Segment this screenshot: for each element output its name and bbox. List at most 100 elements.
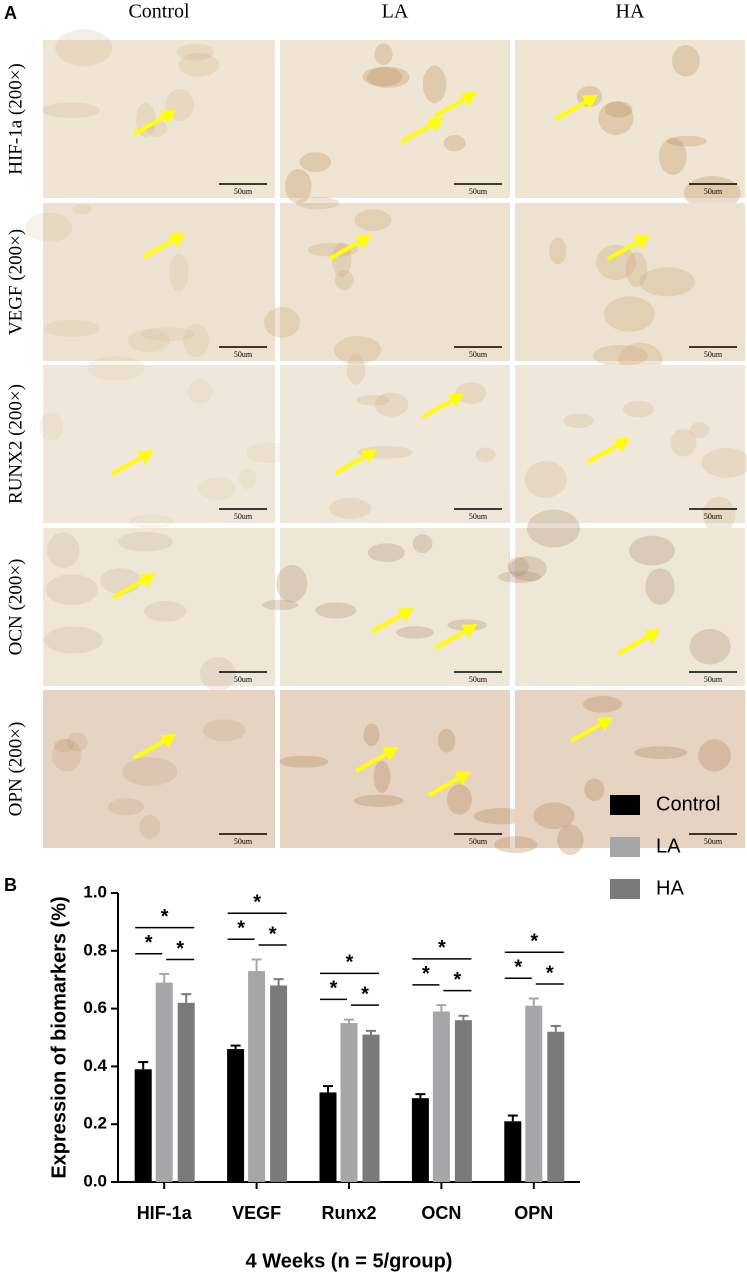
tissue-stain: [702, 496, 736, 534]
tissue-stain: [533, 802, 575, 830]
tissue-stain: [100, 568, 141, 594]
scale-bar-label: 50um: [704, 837, 723, 846]
tissue-stain: [238, 468, 257, 490]
tissue-stain: [178, 53, 220, 77]
tissue-stain: [199, 656, 236, 692]
bar: [248, 971, 266, 1182]
scale-bar-label: 50um: [704, 512, 723, 521]
tissue-stain: [44, 626, 103, 654]
tissue-stain: [46, 532, 80, 569]
bar: [340, 1023, 358, 1182]
micrograph: [280, 203, 510, 361]
arrow: [587, 442, 622, 464]
arrow-head: [597, 717, 614, 732]
tissue-stain: [25, 212, 73, 243]
y-tick-label: 0.6: [83, 998, 107, 1017]
scale-bar-label: 50um: [469, 350, 488, 359]
tissue-stain: [507, 557, 529, 577]
scale-bar-label: 50um: [469, 837, 488, 846]
arrow: [433, 96, 468, 118]
significance-label: *: [176, 938, 184, 960]
arrow-head: [633, 235, 650, 250]
bar: [319, 1092, 337, 1182]
tissue-stain: [373, 760, 391, 793]
significance-label: *: [361, 983, 369, 1005]
y-tick-label: 0.0: [83, 1171, 107, 1190]
legend-swatch: [610, 795, 640, 815]
tissue-stain: [285, 168, 312, 204]
tissue-stain: [625, 252, 648, 288]
bar: [525, 1005, 543, 1182]
tissue-stain: [497, 571, 541, 583]
x-axis-label: 4 Weeks (n = 5/group): [246, 1250, 453, 1272]
x-tick-label: VEGF: [232, 1203, 281, 1223]
tissue-stain: [346, 353, 366, 385]
micrograph: [280, 690, 510, 848]
scale-bar-label: 50um: [704, 675, 723, 684]
tissue-stain: [396, 626, 434, 639]
arrow: [570, 721, 605, 743]
micrograph: [280, 365, 510, 523]
scale-bar-label: 50um: [704, 350, 723, 359]
arrow-head: [355, 234, 372, 249]
significance-label: *: [269, 923, 277, 945]
significance-label: *: [546, 962, 554, 984]
tissue-stain: [183, 323, 210, 358]
tissue-stain: [604, 101, 633, 118]
tissue-stain: [334, 270, 354, 291]
tissue-stain: [353, 794, 404, 807]
tissue-stain: [39, 412, 64, 441]
tissue-stain: [51, 738, 82, 772]
tissue-stain: [438, 728, 456, 753]
scale-bar-label: 50um: [704, 187, 723, 196]
tissue-stain: [689, 628, 731, 665]
legend-label: LA: [656, 835, 681, 857]
tissue-stain: [557, 824, 584, 856]
bar: [411, 1098, 429, 1182]
tissue-stain: [422, 65, 447, 104]
scale-bar-label: 50um: [469, 187, 488, 196]
tissue-stain: [645, 568, 675, 605]
row-label: HIF-1a (200×): [5, 63, 26, 175]
y-tick-label: 0.4: [83, 1056, 107, 1075]
tissue-stain: [598, 101, 634, 136]
tissue-stain: [494, 836, 538, 854]
tissue-stain: [475, 447, 496, 463]
scale-bar-label: 50um: [234, 187, 253, 196]
arrow-head: [361, 449, 378, 464]
arrow-head: [581, 94, 598, 109]
arrow: [112, 577, 147, 600]
tissue-stain: [315, 602, 357, 619]
tissue-stain: [279, 755, 329, 768]
tissue-stain: [362, 67, 403, 87]
column-header: LA: [382, 1, 409, 23]
tissue-stain: [299, 152, 332, 173]
significance-label: *: [346, 952, 354, 974]
tissue-stain: [333, 336, 382, 364]
tissue-stain: [53, 738, 74, 753]
x-tick-label: OPN: [514, 1203, 553, 1223]
arrow: [421, 397, 456, 420]
tissue-stain: [666, 135, 708, 147]
significance-label: *: [454, 969, 462, 991]
arrow: [554, 99, 589, 121]
tissue-stain: [72, 203, 92, 215]
arrow-head: [454, 771, 471, 786]
tissue-stain: [549, 237, 567, 265]
tissue-stain: [246, 442, 292, 464]
tissue-stain: [634, 746, 688, 759]
tissue-stain: [261, 599, 299, 611]
significance-label: *: [145, 932, 153, 954]
tissue-stain: [356, 394, 390, 406]
column-header: Control: [128, 1, 190, 23]
tissue-stain: [455, 382, 487, 405]
scale-bar-label: 50um: [234, 350, 253, 359]
scale-bar-label: 50um: [469, 675, 488, 684]
tissue-stain: [374, 392, 409, 417]
tissue-stain: [107, 798, 145, 816]
tissue-stain: [374, 43, 393, 66]
tissue-stain: [443, 135, 466, 152]
tissue-stain: [168, 253, 189, 292]
arrow: [400, 122, 435, 144]
tissue-stain: [329, 497, 372, 519]
